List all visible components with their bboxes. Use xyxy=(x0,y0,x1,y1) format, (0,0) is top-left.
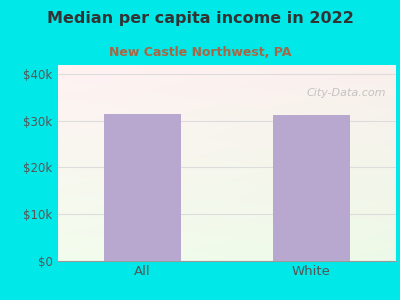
Bar xyxy=(104,114,180,261)
Text: City-Data.com: City-Data.com xyxy=(306,88,386,98)
Bar xyxy=(274,115,350,261)
Text: Median per capita income in 2022: Median per capita income in 2022 xyxy=(46,11,354,26)
Text: New Castle Northwest, PA: New Castle Northwest, PA xyxy=(109,46,291,59)
